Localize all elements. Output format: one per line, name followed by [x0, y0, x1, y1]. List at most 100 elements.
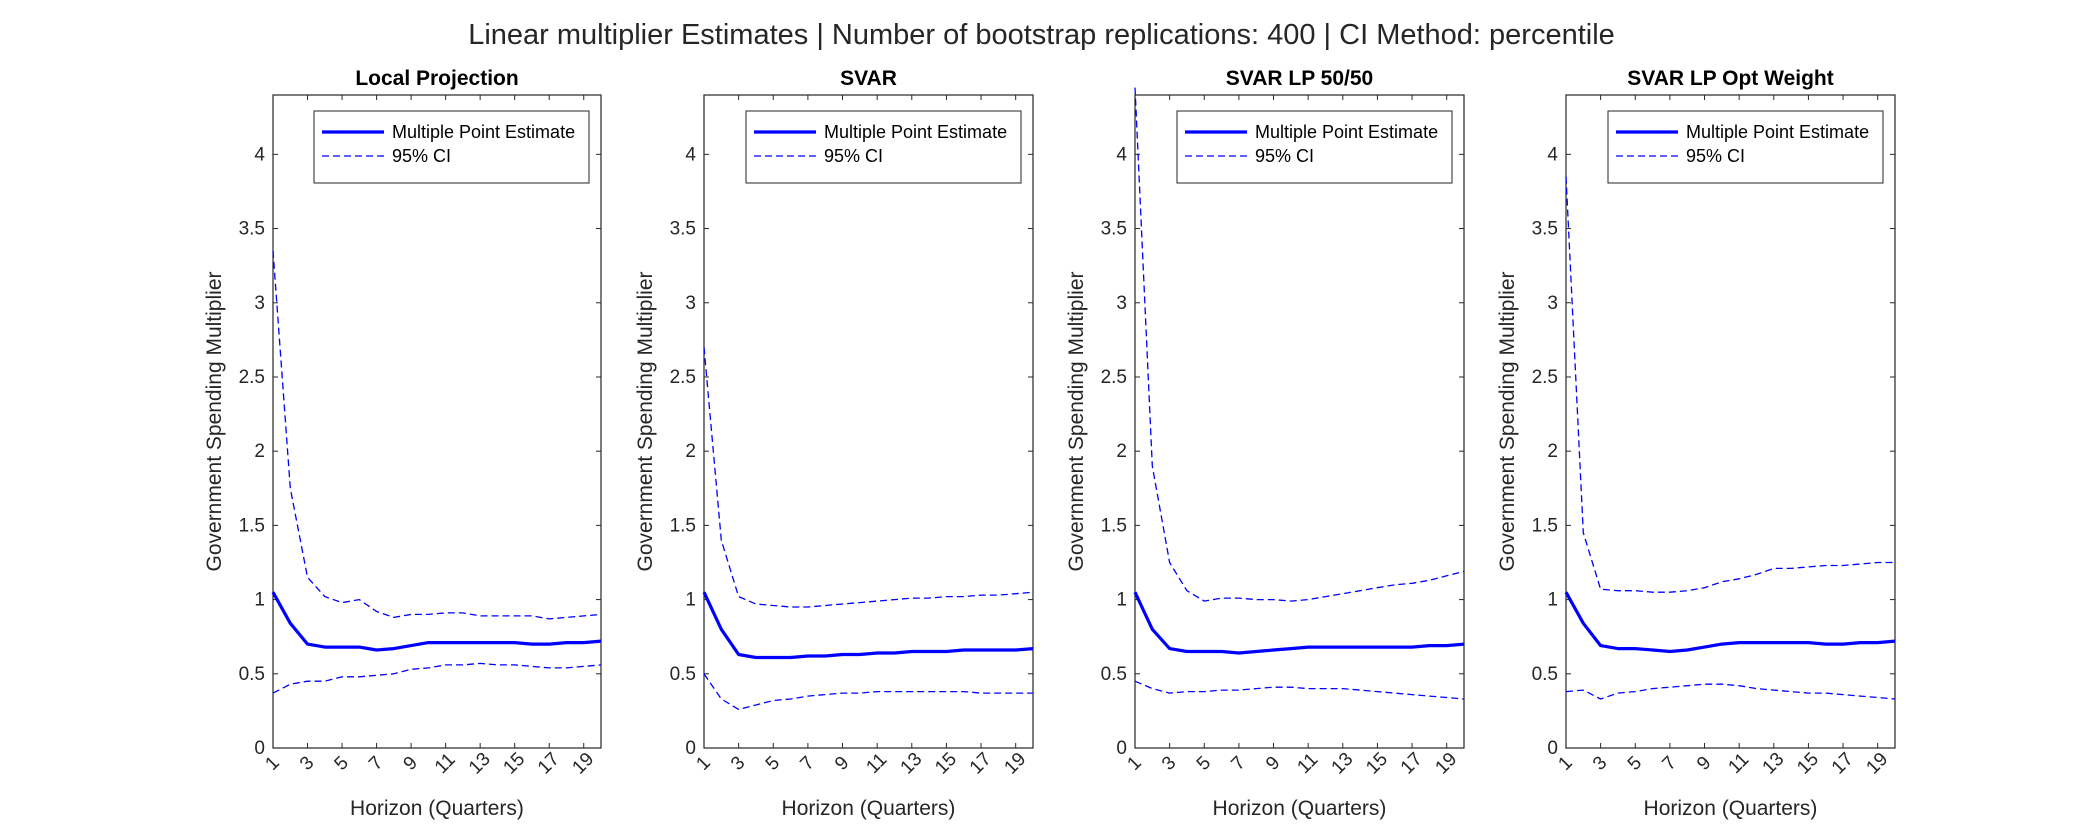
series-ci-upper-line [272, 250, 602, 620]
x-tick-label: 11 [431, 749, 460, 778]
x-tick-label: 17 [1397, 749, 1427, 779]
x-tick-label: 15 [1362, 749, 1392, 779]
series-ci-lower-line [703, 673, 1033, 711]
y-tick-label: 0.5 [239, 664, 265, 685]
y-tick-label: 3 [685, 293, 696, 314]
y-tick-label: 4 [685, 144, 696, 165]
x-tick-label: 19 [568, 749, 598, 779]
legend-box [313, 110, 590, 184]
panel-2: 00.511.522.533.541 3 5 7 9 11 13 15 17 19SVARHori… [634, 67, 1034, 820]
series-ci-lower-line [1565, 683, 1896, 700]
legend-box [1607, 110, 1884, 184]
plot-area [703, 94, 1034, 749]
x-tick-label: 5 [1624, 752, 1646, 774]
legend-label: 95% CI [392, 146, 451, 166]
y-tick-label: 0.5 [1532, 664, 1558, 685]
y-tick-label: 4 [1116, 144, 1127, 165]
legend-label: 95% CI [824, 146, 883, 166]
panel-title: Local Projection [355, 67, 518, 90]
series-point-estimate-line [1564, 591, 1896, 654]
x-tick-label: 3 [296, 752, 318, 774]
y-tick-label: 3 [254, 293, 265, 314]
y-tick-label: 2.5 [1101, 367, 1127, 388]
y-tick-label: 3.5 [1101, 219, 1127, 240]
y-tick-label: 2 [254, 441, 265, 462]
x-tick-label: 11 [1293, 749, 1322, 778]
y-tick-label: 1 [685, 590, 696, 611]
panel-title: SVAR [840, 67, 897, 90]
x-tick-label: 5 [1193, 752, 1215, 774]
x-tick-label: 11 [1724, 749, 1753, 778]
series-point-estimate-line [702, 591, 1034, 660]
y-tick-label: 2 [1116, 441, 1127, 462]
y-tick-label: 3.5 [239, 219, 265, 240]
series-ci-lower-line [1134, 680, 1465, 700]
x-tick-label: 9 [1693, 752, 1715, 774]
x-tick-label: 1 [261, 752, 283, 774]
x-tick-label: 19 [1431, 749, 1461, 779]
x-tick-label: 7 [1227, 752, 1249, 774]
y-axis-label: Government Spending Multiplier [1496, 272, 1519, 572]
y-axis-label: Government Spending Multiplier [634, 272, 657, 572]
y-tick-label: 1 [1547, 590, 1558, 611]
legend-label: Multiple Point Estimate [1255, 122, 1438, 142]
x-tick-label: 5 [331, 752, 353, 774]
y-tick-label: 1.5 [1532, 515, 1558, 536]
y-tick-label: 2.5 [1532, 367, 1558, 388]
y-tick-label: 0.5 [1101, 664, 1127, 685]
y-tick-label: 1.5 [1101, 515, 1127, 536]
x-tick-label: 15 [931, 749, 961, 779]
x-tick-label: 11 [862, 749, 891, 778]
y-tick-label: 1.5 [239, 515, 265, 536]
y-tick-label: 3.5 [1532, 219, 1558, 240]
x-axis-label: Horizon (Quarters) [1644, 797, 1818, 820]
y-tick-label: 2.5 [670, 367, 696, 388]
x-tick-label: 19 [1000, 749, 1030, 779]
x-tick-label: 9 [400, 752, 422, 774]
legend-box [745, 110, 1022, 184]
plot-area [1565, 94, 1896, 749]
panel-title: SVAR LP Opt Weight [1627, 67, 1834, 90]
y-tick-label: 0 [1116, 738, 1127, 759]
x-tick-label: 13 [1328, 749, 1358, 779]
x-axis-label: Horizon (Quarters) [1213, 797, 1387, 820]
x-tick-label: 5 [762, 752, 784, 774]
y-tick-label: 3 [1116, 293, 1127, 314]
x-tick-label: 13 [1759, 749, 1789, 779]
y-axis-label: Government Spending Multiplier [1065, 272, 1088, 572]
figure-title: Linear multiplier Estimates | Number of … [468, 19, 1615, 51]
y-tick-label: 0.5 [670, 664, 696, 685]
y-tick-label: 1 [254, 590, 265, 611]
y-tick-label: 3.5 [670, 219, 696, 240]
plot-area [1134, 94, 1465, 749]
legend-label: Multiple Point Estimate [1686, 122, 1869, 142]
y-axis-label: Government Spending Multiplier [203, 272, 226, 572]
x-tick-label: 7 [796, 752, 818, 774]
x-tick-label: 3 [1158, 752, 1180, 774]
x-tick-label: 13 [897, 749, 927, 779]
x-tick-label: 3 [1589, 752, 1611, 774]
x-axis-label: Horizon (Quarters) [350, 797, 524, 820]
series-point-estimate-line [271, 591, 602, 652]
x-tick-label: 1 [1554, 752, 1576, 774]
x-tick-label: 9 [1262, 752, 1284, 774]
x-tick-label: 7 [1658, 752, 1680, 774]
y-tick-label: 2 [685, 441, 696, 462]
x-axis-label: Horizon (Quarters) [782, 797, 956, 820]
series-point-estimate-line [1133, 591, 1465, 655]
x-tick-label: 15 [499, 749, 529, 779]
y-tick-label: 0 [1547, 738, 1558, 759]
x-tick-label: 15 [1793, 749, 1823, 779]
x-tick-label: 3 [727, 752, 749, 774]
plot-area [272, 94, 602, 749]
legend-box [1176, 110, 1453, 184]
y-tick-label: 2.5 [239, 367, 265, 388]
y-tick-label: 1.5 [670, 515, 696, 536]
x-tick-label: 17 [1828, 749, 1858, 779]
legend-label: Multiple Point Estimate [392, 122, 575, 142]
x-tick-label: 1 [1123, 752, 1145, 774]
